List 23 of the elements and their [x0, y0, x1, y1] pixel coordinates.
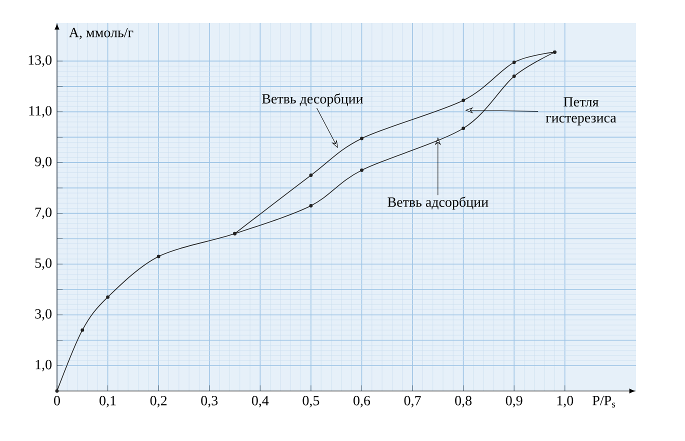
y-tick-label: 3,0 — [35, 309, 52, 321]
x-tick-label: 0 — [54, 396, 60, 406]
y-tick-label: 13,0 — [28, 55, 52, 67]
annotation: Ветвь десорбции — [262, 93, 363, 106]
annotation: Ветвь адсорбции — [388, 196, 488, 210]
x-tick-label: 0,3 — [201, 396, 218, 408]
y-axis-title: A, ммоль/г — [69, 28, 134, 40]
x-tick-label: 0,5 — [302, 396, 320, 408]
x-tick-label: 0,1 — [100, 396, 116, 408]
x-tick-label: 0,6 — [354, 396, 370, 408]
x-tick-label: 0,2 — [150, 396, 167, 408]
x-tick-label: 0,8 — [455, 396, 472, 408]
x-tick-label: 1,0 — [557, 396, 574, 408]
y-tick-label: 1,0 — [36, 360, 52, 372]
y-tick-label: 7,0 — [35, 208, 52, 220]
x-tick-label: 0,7 — [404, 396, 421, 408]
x-axis-title: P/P$_{s}$ — [592, 396, 616, 408]
x-tick-label: 0,9 — [506, 396, 522, 408]
y-tick-label: 9,0 — [35, 156, 52, 168]
annotation: Петля гистерезиса — [546, 97, 616, 126]
y-tick-label: 5,0 — [35, 258, 52, 270]
x-tick-label: 0,4 — [252, 396, 269, 408]
y-tick-label: 11,0 — [29, 106, 52, 118]
